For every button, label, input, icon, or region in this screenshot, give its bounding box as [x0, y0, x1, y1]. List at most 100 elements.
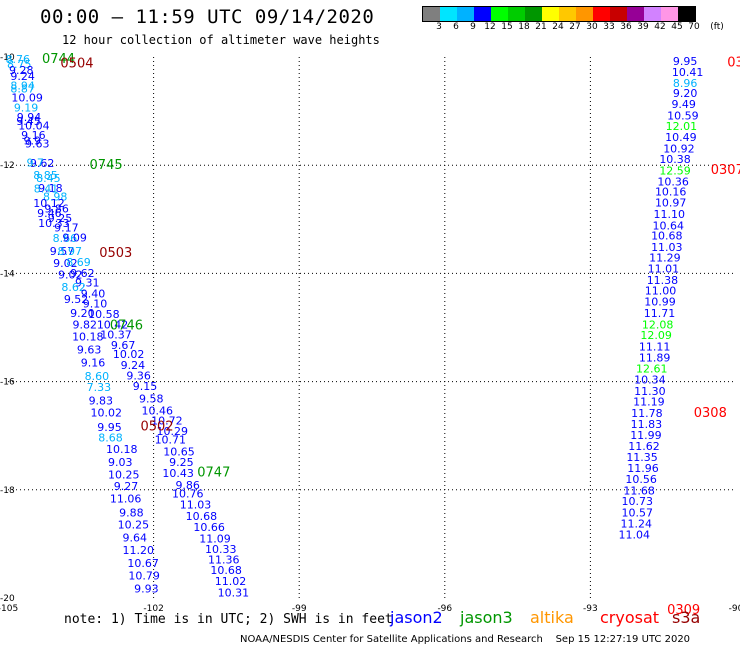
swh-observation: 11.30	[634, 385, 666, 398]
swh-observation: 10.68	[210, 564, 242, 577]
swh-observation: 10.31	[218, 587, 250, 600]
swh-observation: 10.72	[151, 415, 183, 428]
lat-tick-label: -16	[0, 378, 15, 388]
pass-time-label: 030	[727, 55, 740, 70]
lon-tick-label: -90	[729, 604, 740, 614]
swh-observation: 11.38	[647, 274, 679, 287]
swh-observation: 11.11	[639, 340, 671, 353]
swh-observation: 10.57	[621, 507, 653, 520]
swh-observation: 8.85	[33, 169, 58, 182]
colorbar-label: 3	[436, 22, 442, 32]
swh-observation: 8.98	[43, 191, 68, 204]
swh-observation: 8.45	[36, 172, 61, 185]
pass-time-label: 0502	[140, 419, 173, 434]
swh-observation: 9.27	[114, 480, 139, 493]
swh-observation: 10.02	[113, 348, 145, 361]
swh-observation: 10.66	[193, 521, 225, 534]
colorbar-label: 12	[484, 22, 496, 32]
swh-observation: 11.99	[630, 429, 662, 442]
swh-observation: 9.25	[48, 212, 73, 225]
swh-observation: 9.95	[673, 55, 698, 68]
colorbar-swatch	[593, 7, 610, 21]
swh-observation: 10.99	[644, 296, 676, 309]
swh-observation: 9.03	[108, 456, 133, 469]
colorbar-label: 42	[654, 22, 666, 32]
swh-observation: 9.9	[24, 134, 42, 147]
swh-observation: 8.94	[10, 80, 35, 93]
swh-observation: 11.89	[639, 351, 671, 364]
swh-observation: 9.24	[121, 359, 146, 372]
colorbar-label: 6	[453, 22, 459, 32]
swh-observation: 9.02	[58, 268, 83, 281]
swh-observation: 9.86	[44, 202, 69, 215]
legend-s3a: s3a	[672, 608, 701, 627]
legend-jason3: jason3	[460, 608, 513, 627]
lat-tick-label: -12	[0, 161, 15, 171]
swh-observation: 10.71	[155, 433, 187, 446]
pass-time-label: 0307	[711, 163, 740, 178]
swh-observation: 9.83	[89, 395, 114, 408]
lat-tick-label: -10	[0, 53, 15, 63]
pass-time-label: 0744	[42, 52, 75, 67]
colorbar-label: 27	[569, 22, 581, 32]
colorbar-swatch	[610, 7, 627, 21]
swh-observation: 9.82	[73, 318, 98, 331]
swh-observation: 10.12	[33, 197, 65, 210]
note-text: note: 1) Time is in UTC; 2) SWH is in fe…	[64, 612, 393, 627]
swh-observation: 10.36	[657, 175, 689, 188]
swh-observation: 9.58	[139, 392, 164, 405]
swh-observation: 10.37	[100, 329, 132, 342]
swh-observation: 10.18	[106, 443, 137, 456]
swh-observation: 11.24	[620, 517, 652, 530]
swh-observation: 8.62	[61, 281, 86, 294]
lat-tick-label: -18	[0, 486, 15, 496]
swh-observation: 10.41	[672, 66, 704, 79]
swh-observation: 12.61	[636, 363, 668, 376]
colorbar-swatch	[423, 7, 440, 21]
swh-observation: 9.25	[169, 456, 194, 469]
pass-time-label: 0746	[110, 318, 143, 333]
swh-observation: 9.49	[671, 98, 696, 111]
swh-observation: 8.60	[85, 370, 110, 383]
swh-observation: 10.16	[655, 186, 687, 199]
legend-altika: altika	[530, 608, 574, 627]
swh-observation: 9.63	[25, 138, 49, 151]
swh-observation: 10.33	[38, 217, 70, 230]
swh-observation: 9.45	[16, 115, 40, 128]
colorbar-swatch	[559, 7, 576, 21]
colorbar-swatch	[576, 7, 593, 21]
colorbar-label: 24	[552, 22, 564, 32]
colorbar-label: 9	[470, 22, 476, 32]
lon-tick-label: -99	[292, 604, 307, 614]
pass-time-label: 0745	[90, 158, 123, 173]
swh-observation: 8.69	[66, 256, 91, 269]
swh-observation: 10.04	[18, 120, 50, 133]
swh-observation: 9.16	[81, 357, 106, 370]
swh-observation: 9.63	[77, 344, 102, 357]
swh-observation: 9.31	[75, 277, 100, 290]
swh-observation: 9.18	[38, 182, 63, 195]
pass-time-label: 0308	[694, 406, 727, 421]
swh-observation: 11.02	[215, 575, 247, 588]
swh-observation: 11.09	[199, 532, 231, 545]
swh-observation: 12.59	[659, 165, 691, 178]
swh-observation: 10.33	[205, 543, 237, 556]
swh-observation: 10.92	[663, 142, 695, 155]
swh-observation: 10.02	[91, 406, 123, 419]
swh-observation: 11.68	[623, 484, 655, 497]
colorbar-swatch	[542, 7, 559, 21]
swh-observation: 8.96	[673, 77, 698, 90]
swh-observation: 11.96	[627, 462, 659, 475]
map-subtitle: 12 hour collection of altimeter wave hei…	[62, 33, 380, 47]
swh-observation: 11.04	[619, 529, 651, 542]
pass-time-label: 0503	[99, 246, 132, 261]
swh-observation: 10.59	[667, 109, 699, 122]
swh-observation: 8.76	[6, 53, 31, 66]
swh-observation: 9.94	[17, 111, 42, 124]
colorbar-label: 21	[535, 22, 547, 32]
swh-observation: 12.08	[642, 318, 674, 331]
colorbar-swatch	[644, 7, 661, 21]
swh-observation: 9.62	[70, 267, 95, 280]
swh-observation: 10.38	[659, 153, 691, 166]
